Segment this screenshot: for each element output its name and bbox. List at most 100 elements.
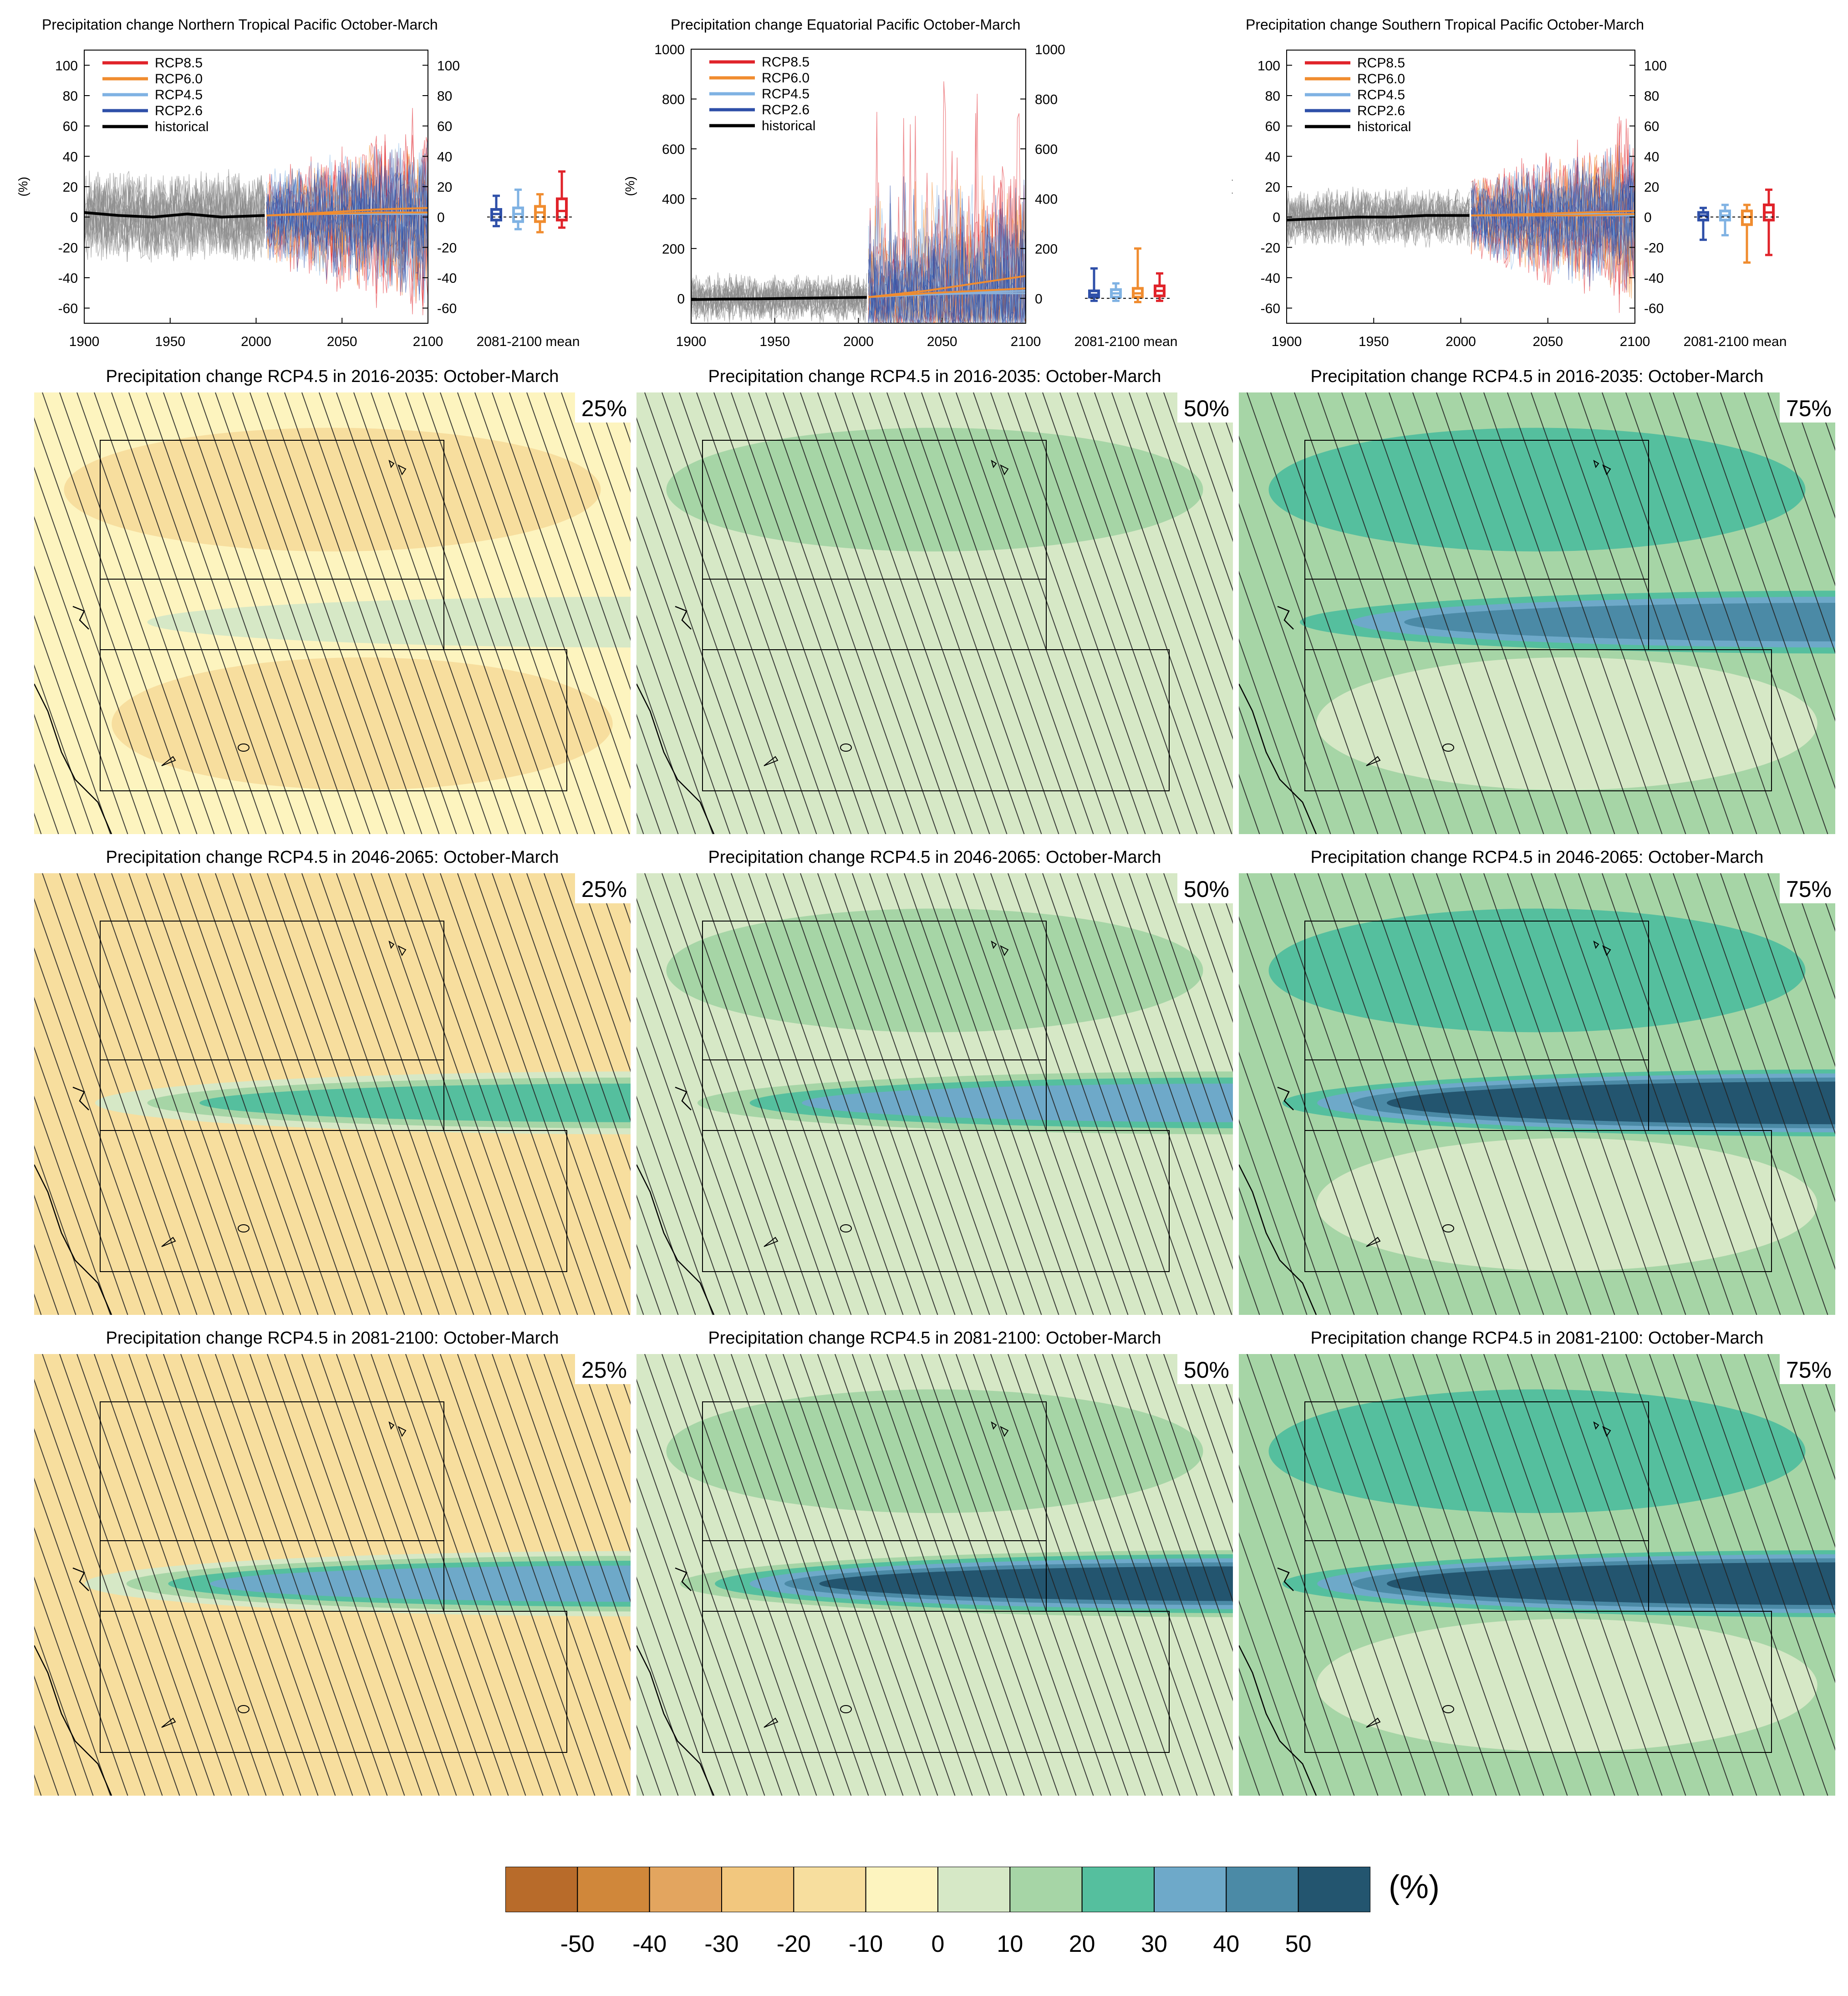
- hatch-line: [232, 1354, 388, 1796]
- ts-panel-equatorial: Precipitation change Equatorial Pacific …: [616, 0, 1232, 364]
- hatch-line: [34, 1145, 94, 1315]
- series-mean-line: [266, 207, 428, 217]
- hatch-line: [1412, 1354, 1568, 1796]
- hatch-line: [423, 1354, 578, 1796]
- hatch-line: [353, 873, 509, 1315]
- coastline: [636, 683, 715, 834]
- y-tick-label: 20: [1265, 180, 1280, 195]
- coastline: [34, 1164, 112, 1315]
- ts-title: Precipitation change Northern Tropical P…: [42, 16, 438, 33]
- hatch-line: [1129, 392, 1233, 691]
- hatch-line: [636, 417, 783, 834]
- hatch-line: [636, 1428, 765, 1796]
- hawaii-islands: [388, 940, 407, 957]
- colorbar-tick-label: -40: [632, 1931, 667, 1957]
- hatch-line: [1554, 873, 1710, 1315]
- hatch-line: [1094, 392, 1233, 789]
- hatch-line: [34, 1379, 180, 1796]
- hatch-line: [1008, 392, 1163, 834]
- hatch-line: [59, 1354, 215, 1796]
- y-tick-label: 20: [437, 180, 452, 195]
- colorbar-swatch: [1226, 1867, 1299, 1912]
- hatch-line: [783, 392, 938, 834]
- hatch-line: [1239, 1667, 1284, 1796]
- map-title: Precipitation change RCP4.5 in 2046-2065…: [1310, 848, 1764, 867]
- box-rcp60: [534, 193, 546, 234]
- hatch-line: [1025, 1354, 1181, 1796]
- ts-title: Precipitation change Equatorial Pacific …: [671, 16, 1021, 33]
- hatch-line: [1294, 1354, 1450, 1796]
- hatch-line: [636, 1145, 696, 1315]
- island: [1366, 1237, 1381, 1247]
- hatch-line: [163, 1354, 319, 1796]
- hatch-line: [578, 873, 631, 1023]
- hatch-line: [636, 947, 765, 1315]
- scenario-member-line: [1471, 145, 1635, 269]
- hatch-line: [267, 392, 423, 834]
- hatch-line: [509, 1354, 631, 1702]
- island: [161, 1237, 176, 1247]
- hatch-line: [198, 873, 353, 1315]
- ts-panel-south: Precipitation change Southern Tropical P…: [1232, 0, 1848, 364]
- hatch-line: [526, 392, 631, 691]
- percentile-label: 25%: [575, 392, 631, 423]
- y-tick-label: 0: [1273, 210, 1280, 225]
- hatch-line: [1008, 1354, 1163, 1796]
- y-tick-label: 0: [1035, 291, 1043, 306]
- hatch-line: [34, 1576, 111, 1796]
- ensemble-members: [691, 81, 1026, 325]
- equatorial-band-level: [1404, 603, 1835, 642]
- hatch-line: [544, 1354, 631, 1603]
- colorbar-swatch: [1298, 1867, 1370, 1912]
- island: [1366, 756, 1381, 766]
- colorbar-tick-label: 40: [1213, 1931, 1240, 1957]
- y-tick-label: 20: [1644, 180, 1659, 195]
- hatch-line: [1365, 1354, 1521, 1796]
- hatch-line: [561, 873, 631, 1073]
- hatch-line: [353, 392, 509, 834]
- percentile-label: 50%: [1177, 392, 1233, 423]
- hatch-line: [1247, 1354, 1402, 1796]
- hatch-line: [765, 873, 921, 1315]
- hatch-line: [1042, 392, 1198, 834]
- hatch-line: [94, 392, 249, 834]
- hatch-line: [1767, 1354, 1835, 1548]
- hatch-line: [835, 873, 990, 1315]
- series-mean-line: [1471, 210, 1635, 217]
- box-label: 2081-2100 mean: [1074, 334, 1178, 349]
- north-region-field: [1268, 908, 1806, 1033]
- colorbar-swatch: [937, 1867, 1011, 1912]
- hatch-line: [34, 615, 111, 834]
- hatch-line: [1318, 392, 1473, 834]
- hatch-line: [817, 873, 973, 1315]
- south-region-field: [1316, 657, 1817, 790]
- hatch-line: [42, 873, 198, 1315]
- hatch-line: [371, 873, 526, 1315]
- hatch-line: [111, 1354, 267, 1796]
- hatch-line: [731, 873, 886, 1315]
- hatch-line: [249, 1354, 405, 1796]
- hatch-line: [492, 873, 631, 1270]
- y-tick-label: 0: [677, 291, 685, 306]
- y-tick-label: 100: [1644, 58, 1667, 73]
- hatch-line: [215, 1354, 371, 1796]
- hatching: [636, 392, 1233, 834]
- hatch-line: [1625, 873, 1781, 1315]
- hatch-line: [492, 1354, 631, 1751]
- hatch-line: [662, 1354, 817, 1796]
- hatch-line: [1059, 392, 1215, 834]
- colorbar-swatch: [577, 1867, 650, 1912]
- hatch-line: [1460, 392, 1615, 834]
- hatch-line: [544, 392, 631, 641]
- coastline: [34, 683, 112, 834]
- hatch-line: [1129, 1354, 1233, 1652]
- hatching: [1239, 1354, 1835, 1796]
- hatch-line: [679, 392, 835, 834]
- hatch-line: [1602, 1354, 1757, 1796]
- hawaii-islands: [991, 459, 1009, 476]
- hatch-line: [492, 392, 631, 789]
- hatch-line: [1436, 1354, 1592, 1796]
- legend-label: RCP2.6: [1357, 103, 1405, 118]
- hatch-line: [1483, 392, 1639, 834]
- island: [764, 756, 779, 766]
